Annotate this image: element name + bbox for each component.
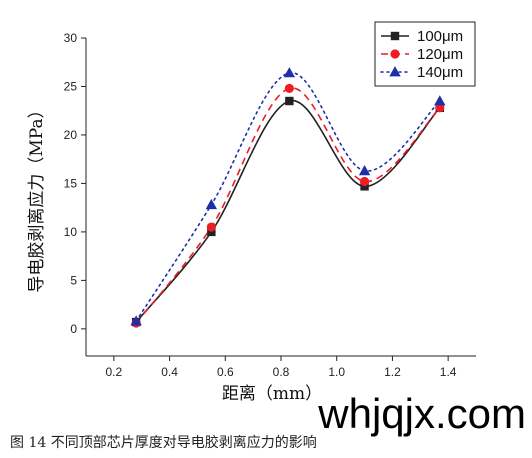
data-point-series-3 [434, 95, 446, 106]
series-line-3 [135, 72, 441, 322]
x-tick-label: 0.4 [161, 365, 178, 379]
y-tick-label: 10 [64, 225, 78, 239]
y-tick-label: 15 [64, 176, 78, 190]
series-line-1 [135, 100, 441, 323]
data-point-series-3 [358, 164, 371, 176]
series-markers [130, 67, 446, 328]
legend-label-2: 120μm [417, 46, 463, 63]
x-axis-title: 距离（mm） [222, 384, 322, 404]
legend-marker-1 [390, 31, 400, 41]
y-tick-label: 25 [64, 79, 78, 93]
data-point-series-3 [205, 198, 218, 210]
x-tick-label: 1.2 [384, 365, 401, 379]
y-axis-title: 导电胶剥离应力（MPa） [27, 101, 47, 292]
axes: 0.2 0.4 0.6 0.8 1.0 1.2 1.4 0 5 10 15 20 25 30 [64, 31, 476, 379]
series-lines [135, 72, 441, 324]
x-tick-label: 1.4 [440, 365, 457, 379]
series-line-2 [135, 87, 441, 324]
watermark: whjqjx.com [317, 390, 526, 437]
legend-label-3: 140μm [417, 64, 463, 81]
legend-label-1: 100μm [417, 28, 463, 45]
data-point-series-3 [130, 315, 142, 326]
y-tick-label: 30 [64, 31, 78, 45]
x-tick-label: 0.2 [106, 365, 123, 379]
legend-marker-3 [389, 66, 401, 77]
data-point-series-2 [359, 176, 370, 187]
data-point-series-2 [284, 83, 294, 94]
x-ticks: 0.2 0.4 0.6 0.8 1.0 1.2 1.4 [106, 356, 457, 379]
x-tick-label: 1.0 [328, 365, 345, 379]
data-point-series-1 [285, 96, 294, 106]
y-tick-label: 5 [70, 273, 77, 287]
figure-caption: 图 14 不同顶部芯片厚度对导电胶剥离应力的影响 [10, 434, 317, 451]
x-tick-label: 0.6 [217, 365, 234, 379]
y-tick-label: 20 [64, 128, 78, 142]
y-tick-label: 0 [70, 322, 77, 336]
x-tick-label: 0.8 [273, 365, 290, 379]
legend-marker-2 [390, 49, 400, 59]
y-ticks: 0 5 10 15 20 25 30 [64, 31, 86, 336]
data-point-series-3 [283, 67, 296, 78]
data-point-series-2 [206, 222, 216, 232]
